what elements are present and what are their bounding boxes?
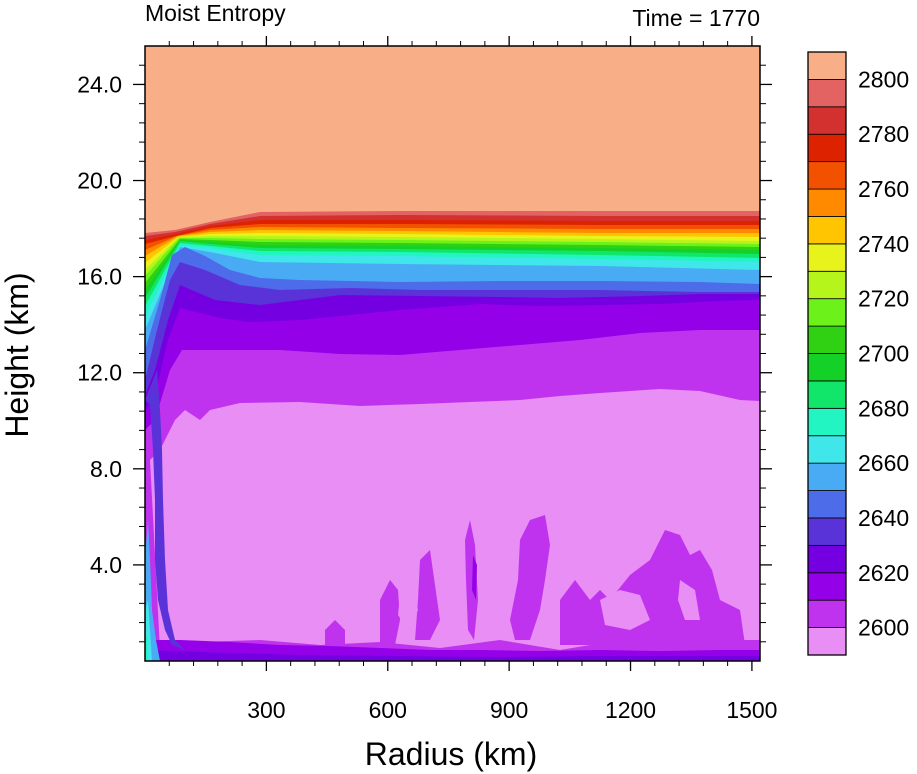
contour-band (398, 585, 418, 630)
colorbar-swatch (807, 435, 847, 464)
colorbar-swatch (807, 544, 847, 574)
colorbar-tick-label: 2640 (858, 505, 909, 531)
contour-band (145, 370, 185, 650)
colorbar-tick-label: 2720 (858, 286, 909, 312)
x-tick-label: 600 (369, 697, 407, 723)
contour-band (325, 620, 345, 645)
contour-band (145, 650, 760, 661)
chart-title: Moist Entropy (145, 0, 286, 26)
y-tick-label: 24.0 (77, 71, 122, 97)
colorbar-tick-label: 2660 (858, 450, 909, 476)
x-tick-label: 300 (247, 697, 285, 723)
colorbar-swatch (807, 462, 847, 491)
colorbar-swatch (807, 599, 847, 628)
colorbar-tick-label: 2800 (858, 66, 909, 92)
contour-band (150, 389, 760, 650)
contour-band (510, 515, 550, 640)
colorbar-swatch (807, 216, 847, 245)
colorbar-frame (807, 51, 847, 656)
colorbar-tick-label: 2740 (858, 231, 909, 257)
contour-band (380, 580, 400, 645)
contour-plot-area (145, 46, 760, 661)
x-tick-label: 900 (490, 697, 528, 723)
contour-band (600, 590, 650, 630)
colorbar: 2600 2620 2640 2660 2680 2700 2720 2740 2760 2780… (807, 51, 909, 656)
y-tick-label: 8.0 (90, 456, 122, 482)
contour-band (678, 580, 700, 620)
time-label: Time = 1770 (632, 5, 760, 31)
colorbar-tick-label: 2600 (858, 615, 909, 641)
y-tick-label: 16.0 (77, 264, 122, 290)
colorbar-swatch (807, 353, 847, 382)
y-tick-label: 4.0 (90, 552, 122, 578)
colorbar-swatch (807, 106, 847, 135)
colorbar-swatch (807, 627, 847, 656)
colorbar-tick-label: 2760 (858, 176, 909, 202)
colorbar-swatch (807, 517, 847, 546)
colorbar-swatch (807, 161, 847, 190)
x-axis-label: Radius (km) (365, 736, 537, 772)
colorbar-swatch (807, 133, 847, 163)
y-tick-label: 12.0 (77, 360, 122, 386)
colorbar-swatch (807, 51, 847, 80)
contour-band (415, 550, 440, 640)
colorbar-swatch (807, 79, 847, 108)
colorbar-swatch (807, 407, 847, 437)
colorbar-swatch (807, 243, 847, 272)
colorbar-tick-label: 2620 (858, 560, 909, 586)
colorbar-swatch (807, 298, 847, 327)
y-axis-label: Height (km) (0, 272, 35, 437)
colorbar-swatch (807, 490, 847, 519)
colorbar-swatch (807, 572, 847, 601)
colorbar-tick-label: 2780 (858, 121, 909, 147)
contour-band (465, 520, 478, 640)
x-tick-label: 1200 (605, 697, 656, 723)
colorbar-swatch (807, 188, 847, 217)
colorbar-tick-label: 2700 (858, 341, 909, 367)
x-tick-label: 1500 (726, 697, 777, 723)
contour-band (472, 555, 477, 600)
colorbar-swatch (807, 325, 847, 354)
colorbar-swatch (807, 380, 847, 409)
y-tick-label: 20.0 (77, 168, 122, 194)
colorbar-tick-label: 2680 (858, 395, 909, 421)
colorbar-swatch (807, 270, 847, 300)
axis-ticks: 300 600 900 1200 1500 4.0 8.0 12.0 16.0 20.0 24.0 (77, 36, 777, 723)
